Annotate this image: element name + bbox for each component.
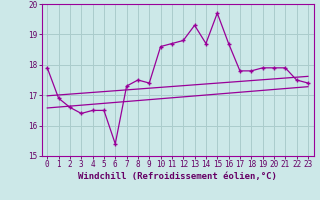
X-axis label: Windchill (Refroidissement éolien,°C): Windchill (Refroidissement éolien,°C) xyxy=(78,172,277,181)
